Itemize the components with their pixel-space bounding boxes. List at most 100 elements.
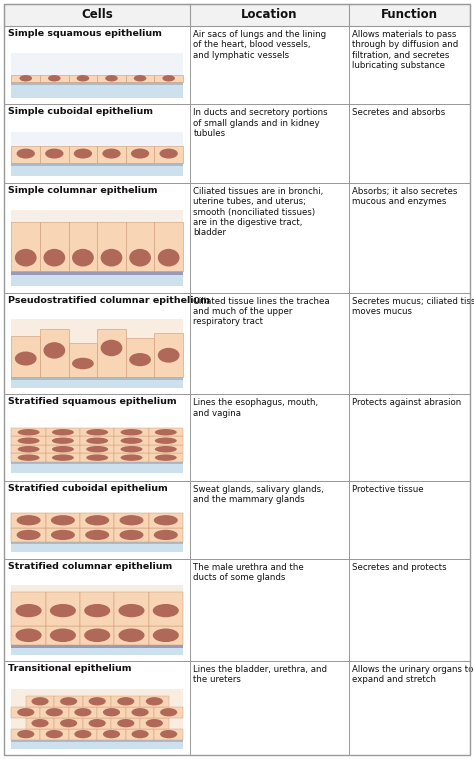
Bar xyxy=(4,183,470,292)
Text: In ducts and secretory portions
of small glands and in kidney
tubules: In ducts and secretory portions of small… xyxy=(193,109,328,138)
Bar xyxy=(97,329,126,377)
Text: Ciliated tissues are in bronchi,
uterine tubes, and uterus;
smooth (nonciliated : Ciliated tissues are in bronchi, uterine… xyxy=(193,187,324,238)
Bar xyxy=(11,82,183,86)
Bar xyxy=(11,445,46,453)
Text: Sweat glands, salivary glands,
and the mammary glands: Sweat glands, salivary glands, and the m… xyxy=(193,485,324,504)
Ellipse shape xyxy=(74,730,91,739)
Bar xyxy=(11,272,183,276)
Bar xyxy=(155,146,183,163)
Text: Allows the urinary organs to
expand and stretch: Allows the urinary organs to expand and … xyxy=(352,665,473,685)
Ellipse shape xyxy=(74,149,92,159)
Ellipse shape xyxy=(18,429,40,436)
Ellipse shape xyxy=(120,437,143,444)
Bar xyxy=(11,436,46,445)
Bar xyxy=(4,105,470,183)
Bar xyxy=(11,276,183,285)
Bar xyxy=(46,445,80,453)
Ellipse shape xyxy=(51,530,75,540)
Ellipse shape xyxy=(119,530,144,540)
Ellipse shape xyxy=(52,437,74,444)
Bar xyxy=(80,453,114,462)
Bar xyxy=(11,132,183,176)
Bar xyxy=(114,428,149,436)
Bar xyxy=(80,528,114,542)
Bar xyxy=(97,146,126,163)
Ellipse shape xyxy=(86,437,108,444)
Bar xyxy=(11,74,40,82)
Ellipse shape xyxy=(16,604,42,617)
Ellipse shape xyxy=(129,249,151,266)
Ellipse shape xyxy=(74,708,91,716)
Text: Protective tissue: Protective tissue xyxy=(352,485,423,493)
Bar xyxy=(97,222,126,272)
Ellipse shape xyxy=(155,429,177,436)
Ellipse shape xyxy=(50,628,76,642)
Bar xyxy=(26,696,55,707)
Bar xyxy=(55,696,83,707)
Ellipse shape xyxy=(52,446,74,452)
Ellipse shape xyxy=(17,730,34,739)
Bar xyxy=(155,333,183,377)
Bar xyxy=(11,53,183,98)
Text: Transitional epithelium: Transitional epithelium xyxy=(8,664,131,673)
Bar xyxy=(40,74,69,82)
Ellipse shape xyxy=(89,719,106,727)
Text: Function: Function xyxy=(381,8,438,20)
Bar xyxy=(11,528,46,542)
Bar xyxy=(11,146,40,163)
Ellipse shape xyxy=(154,530,178,540)
Bar xyxy=(11,542,183,544)
Text: Ciliated tissue lines the trachea
and much of the upper
respiratory tract: Ciliated tissue lines the trachea and mu… xyxy=(193,297,330,326)
Bar xyxy=(111,696,140,707)
Bar xyxy=(40,222,69,272)
Bar xyxy=(4,26,470,105)
Bar xyxy=(111,718,140,729)
Text: Air sacs of lungs and the lining
of the heart, blood vessels,
and lymphatic vess: Air sacs of lungs and the lining of the … xyxy=(193,30,327,60)
Bar xyxy=(97,74,126,82)
Bar xyxy=(4,559,470,661)
Ellipse shape xyxy=(60,697,77,705)
Text: Secretes mucus; ciliated tissue
moves mucus: Secretes mucus; ciliated tissue moves mu… xyxy=(352,297,474,316)
Bar xyxy=(46,436,80,445)
Bar xyxy=(11,380,183,388)
Bar xyxy=(114,445,149,453)
Bar xyxy=(83,718,111,729)
Bar xyxy=(11,647,183,655)
Bar xyxy=(11,707,40,718)
Bar xyxy=(80,445,114,453)
Bar xyxy=(46,592,80,625)
Text: Lines the esophagus, mouth,
and vagina: Lines the esophagus, mouth, and vagina xyxy=(193,398,319,417)
Bar xyxy=(83,696,111,707)
Text: Cells: Cells xyxy=(82,8,113,20)
Bar xyxy=(155,729,183,739)
Bar xyxy=(46,513,80,528)
Ellipse shape xyxy=(18,446,40,452)
Bar xyxy=(80,428,114,436)
Bar xyxy=(149,428,183,436)
Bar xyxy=(11,163,183,166)
Ellipse shape xyxy=(120,429,143,436)
Bar xyxy=(46,428,80,436)
Bar xyxy=(40,329,69,377)
Bar xyxy=(149,513,183,528)
Text: Simple columnar epithelium: Simple columnar epithelium xyxy=(8,186,157,195)
Bar xyxy=(4,661,470,755)
Ellipse shape xyxy=(118,628,145,642)
Bar xyxy=(140,696,169,707)
Ellipse shape xyxy=(18,437,40,444)
Bar xyxy=(4,661,470,755)
Ellipse shape xyxy=(44,342,65,359)
Bar xyxy=(69,707,97,718)
Bar xyxy=(4,559,470,661)
Ellipse shape xyxy=(118,604,145,617)
Ellipse shape xyxy=(103,730,120,739)
Bar xyxy=(126,339,155,377)
Bar xyxy=(155,707,183,718)
Bar xyxy=(4,395,470,480)
Ellipse shape xyxy=(15,351,36,366)
Ellipse shape xyxy=(84,604,110,617)
Ellipse shape xyxy=(31,719,49,727)
Ellipse shape xyxy=(48,75,61,81)
Ellipse shape xyxy=(117,719,134,727)
Ellipse shape xyxy=(85,530,109,540)
